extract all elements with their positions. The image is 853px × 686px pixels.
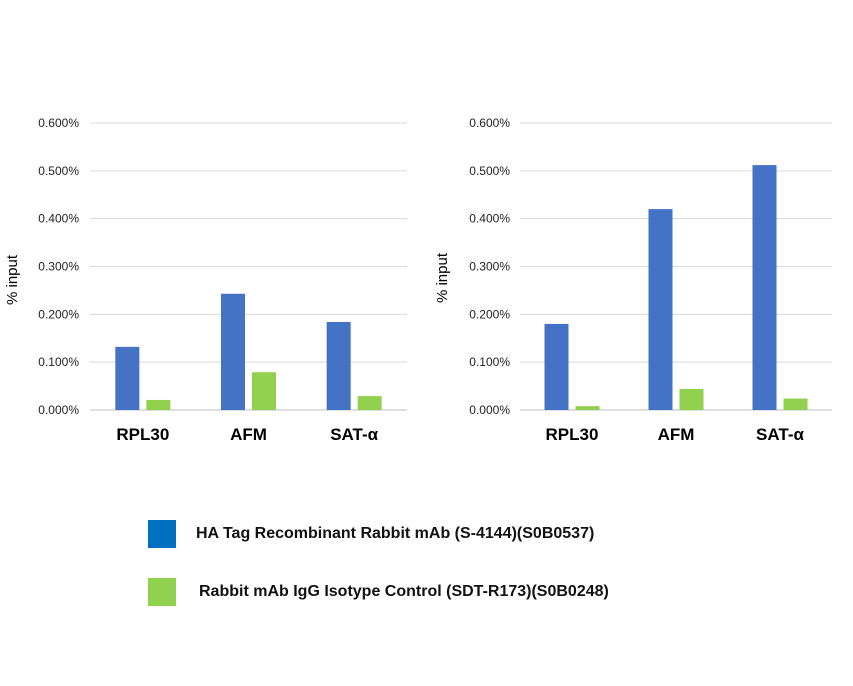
y-axis-label: % input (4, 254, 21, 305)
x-category-label: SAT-α (330, 425, 378, 444)
y-axis-label: % input (434, 252, 451, 303)
bar-rpl30-isotype-control (575, 406, 600, 410)
x-category-label: RPL30 (116, 425, 169, 444)
y-tick-label: 0.300% (38, 260, 79, 274)
bar-sat-ha-tag (752, 165, 777, 410)
x-category-label: SAT-α (756, 425, 804, 444)
y-tick-label: 0.600% (38, 116, 79, 130)
legend-swatch-isotype-control (148, 578, 176, 606)
legend-label-ha-tag: HA Tag Recombinant Rabbit mAb (S-4144)(S… (196, 525, 595, 542)
chart-2: 0.000% 0.100% 0.200% 0.300% 0.400% 0.500% 0.60… (434, 116, 832, 444)
bar-afm-isotype-control (679, 388, 704, 410)
y-tick-label: 0.100% (469, 355, 510, 369)
y-tick-label: 0.200% (38, 307, 79, 321)
bar-sat-isotype-control (783, 398, 808, 410)
y-tick-label: 0.000% (38, 403, 79, 417)
y-tick-label: 0.500% (38, 164, 79, 178)
chart-area: 0.000% 0.100% 0.200% 0.300% 0.400% 0.500% 0.60… (4, 116, 832, 444)
bar-afm-isotype-control (252, 372, 276, 410)
x-category-label: AFM (658, 425, 695, 444)
y-tick-label: 0.300% (469, 260, 510, 274)
legend-label-isotype-control: Rabbit mAb IgG Isotype Control (SDT-R173… (199, 583, 609, 600)
y-tick-label: 0.000% (469, 403, 510, 417)
y-tick-label: 0.100% (38, 355, 79, 369)
y-tick-label: 0.400% (38, 212, 79, 226)
y-tick-label: 0.200% (469, 307, 510, 321)
y-tick-label: 0.500% (469, 164, 510, 178)
bar-rpl30-isotype-control (146, 399, 171, 410)
bar-sat-isotype-control (357, 396, 382, 410)
chart-1: 0.000% 0.100% 0.200% 0.300% 0.400% 0.500% 0.60… (4, 116, 407, 444)
x-category-label: RPL30 (546, 425, 599, 444)
y-tick-label: 0.600% (469, 116, 510, 130)
bar-sat-ha-tag (326, 321, 351, 410)
legend-swatch-ha-tag (148, 520, 176, 548)
y-tick-label: 0.400% (469, 212, 510, 226)
bar-afm-ha-tag (221, 293, 245, 410)
bar-afm-ha-tag (648, 209, 673, 410)
bar-rpl30-ha-tag (544, 323, 569, 410)
x-category-label: AFM (230, 425, 267, 444)
bar-rpl30-ha-tag (115, 346, 140, 410)
